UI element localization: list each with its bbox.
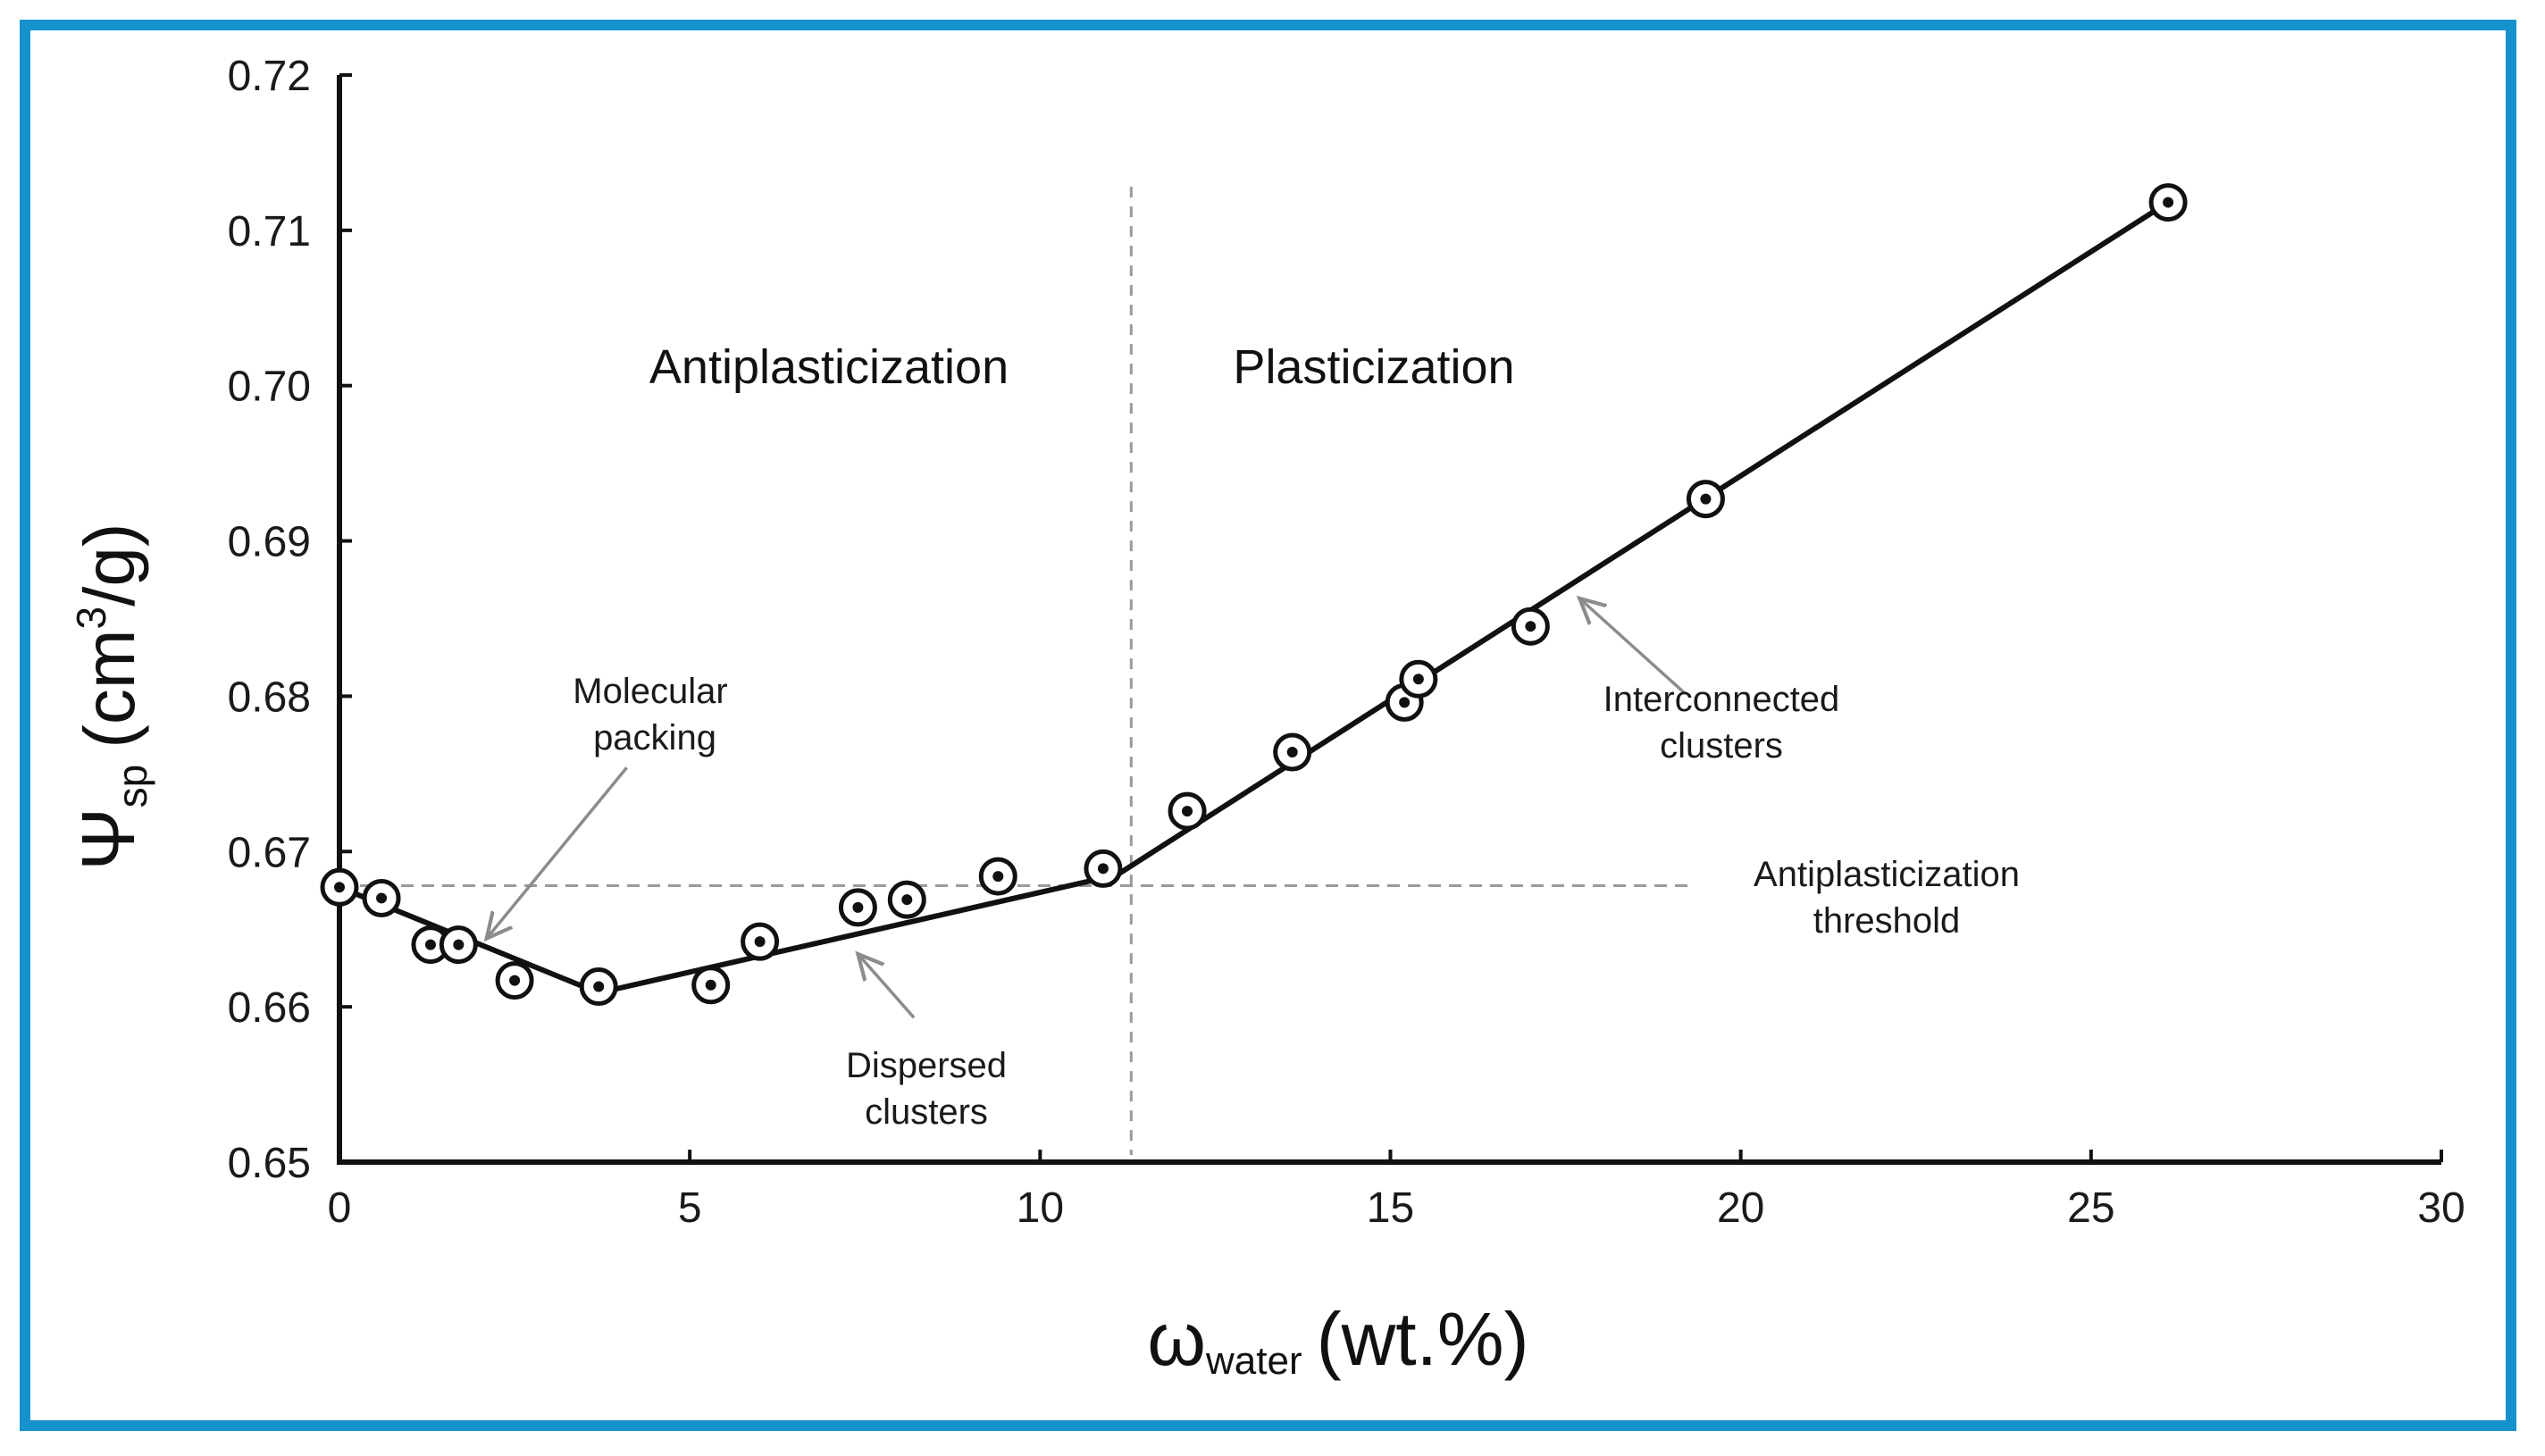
x-tick-label: 0 (328, 1184, 352, 1232)
data-point (838, 888, 877, 927)
data-point (1273, 732, 1312, 772)
data-point-dot (754, 936, 766, 948)
threshold-label-line2: threshold (1813, 901, 1961, 941)
reference-lines (339, 187, 1692, 1155)
axes: 0 5 10 15 20 25 30 0.65 0.66 0.67 0.68 0.69 0.70 0.7… (228, 53, 2465, 1232)
data-point (362, 878, 401, 917)
data-point (1168, 791, 1207, 831)
molecular-packing-arrow (487, 766, 628, 938)
molecular-packing-label-line1: Molecular (573, 672, 727, 711)
data-point (887, 880, 926, 919)
data-point (1511, 607, 1550, 646)
y-tick-label: 0.69 (228, 519, 311, 566)
data-point-dot (852, 901, 864, 913)
figure-frame (20, 20, 2516, 1431)
data-point-dot (705, 979, 716, 991)
data-point (439, 925, 478, 965)
data-point-dot (509, 975, 521, 986)
data-point-dot (376, 892, 388, 904)
y-ticks: 0.65 0.66 0.67 0.68 0.69 0.70 0.71 0.72 (228, 53, 352, 1187)
data-point (1084, 849, 1123, 888)
data-point-dot (593, 981, 605, 992)
x-tick-label: 30 (2417, 1184, 2465, 1232)
data-point-dot (1399, 697, 1411, 708)
dispersed-clusters-label-line1: Dispersed (846, 1046, 1007, 1085)
data-point-dot (1525, 621, 1536, 632)
x-tick-label: 20 (1717, 1184, 1764, 1232)
molecular-packing-label-line2: packing (593, 718, 716, 757)
y-tick-label: 0.72 (228, 53, 311, 100)
dispersed-clusters-arrow (858, 954, 916, 1019)
data-point (495, 961, 534, 1000)
data-point (741, 922, 780, 961)
y-tick-label: 0.65 (228, 1140, 311, 1187)
data-point-dot (1097, 863, 1109, 874)
data-point (579, 967, 618, 1007)
x-tick-label: 10 (1017, 1184, 1064, 1232)
data-point-dot (1286, 747, 1298, 758)
data-point (691, 966, 731, 1005)
y-tick-label: 0.71 (228, 208, 311, 255)
data-point-dot (1182, 806, 1193, 817)
interconnected-clusters-label-line1: Interconnected (1603, 680, 1840, 719)
data-points (320, 183, 2188, 1007)
x-tick-label: 25 (2067, 1184, 2114, 1232)
data-point-dot (424, 939, 436, 950)
data-point-dot (901, 894, 913, 906)
data-point-dot (1700, 493, 1712, 505)
interconnected-clusters-arrow (1579, 598, 1687, 695)
data-point-dot (992, 871, 1004, 883)
data-point-dot (334, 882, 345, 893)
data-point-dot (2163, 197, 2174, 208)
data-point-dot (1412, 674, 1424, 685)
x-tick-label: 15 (1367, 1184, 1414, 1232)
y-axis-title: Ψsp(cm3/g) (66, 523, 155, 870)
data-point (978, 857, 1017, 896)
dispersed-clusters-label-line2: clusters (865, 1092, 988, 1132)
x-ticks: 0 5 10 15 20 25 30 (328, 1150, 2465, 1232)
data-point (320, 867, 359, 907)
y-tick-label: 0.66 (228, 984, 311, 1032)
y-tick-label: 0.70 (228, 364, 311, 411)
data-point (1399, 659, 1438, 699)
x-axis-title: ωwater (wt.%) (1147, 1297, 1528, 1383)
x-tick-label: 5 (678, 1184, 702, 1232)
annotation-arrows (487, 598, 1687, 1019)
data-point (2148, 183, 2188, 222)
y-tick-label: 0.67 (228, 829, 311, 876)
threshold-label-line1: Antiplasticization (1754, 855, 2020, 894)
plasticization-label: Plasticization (1233, 340, 1514, 394)
data-point-dot (453, 939, 465, 950)
interconnected-clusters-label-line2: clusters (1660, 726, 1783, 766)
data-point (1686, 480, 1725, 519)
y-tick-label: 0.68 (228, 674, 311, 721)
antiplasticization-label: Antiplasticization (649, 340, 1009, 394)
